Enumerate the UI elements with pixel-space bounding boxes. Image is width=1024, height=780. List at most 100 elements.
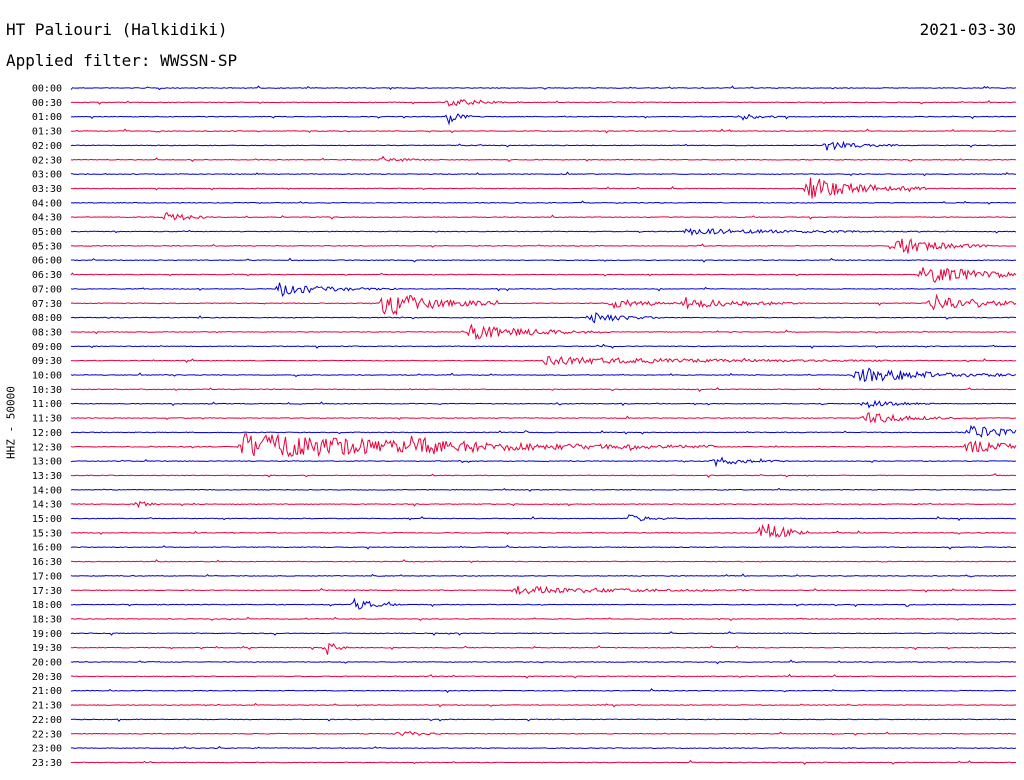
trace-row-1530 (70, 524, 1017, 539)
trace-row-0300 (70, 171, 1017, 177)
row-time-label: 12:30 (32, 442, 62, 453)
row-time-label: 19:00 (32, 629, 62, 640)
trace-row-2200 (70, 718, 1017, 722)
date-label: 2021-03-30 (919, 20, 1016, 39)
trace-row-2130 (70, 702, 1017, 708)
row-time-label: 17:00 (32, 571, 62, 582)
trace-row-0230 (70, 155, 1017, 163)
trace-row-2030 (70, 673, 1017, 679)
row-time-label: 06:30 (32, 270, 62, 281)
trace-row-0000 (70, 85, 1017, 91)
trace-row-1730 (70, 585, 1017, 595)
row-time-label: 06:00 (32, 256, 62, 267)
row-time-label: 13:00 (32, 457, 62, 468)
trace-row-1630 (70, 559, 1017, 564)
filter-label: Applied filter: WWSSN-SP (6, 51, 238, 70)
trace-row-1000 (70, 367, 1017, 383)
row-time-label: 01:30 (32, 127, 62, 138)
trace-row-1930 (70, 642, 1017, 655)
trace-row-2230 (71, 730, 1017, 737)
row-time-label: 05:30 (32, 241, 62, 252)
trace-row-0400 (70, 200, 1017, 205)
row-time-label: 19:30 (32, 643, 62, 654)
trace-row-1230 (70, 433, 1017, 458)
row-time-label: 14:00 (32, 485, 62, 496)
trace-row-1600 (70, 544, 1017, 550)
trace-row-2300 (70, 745, 1017, 750)
trace-row-1330 (70, 473, 1017, 478)
row-time-label: 04:30 (32, 213, 62, 224)
row-time-label: 15:30 (32, 528, 62, 539)
trace-row-0800 (70, 312, 1017, 324)
row-time-label: 15:00 (32, 514, 62, 525)
trace-row-0830 (70, 324, 1017, 341)
trace-row-0500 (70, 227, 1017, 237)
row-time-label: 03:30 (32, 184, 62, 195)
trace-row-1430 (70, 500, 1017, 509)
trace-row-1300 (70, 456, 1017, 468)
row-time-label: 23:00 (32, 744, 62, 755)
row-time-label: 07:00 (32, 284, 62, 295)
row-time-label: 01:00 (32, 112, 62, 123)
trace-row-1100 (70, 399, 1017, 409)
row-time-label: 16:30 (32, 557, 62, 568)
row-time-label: 02:00 (32, 141, 62, 152)
trace-row-0530 (70, 237, 1017, 254)
row-time-label: 07:30 (32, 299, 62, 310)
row-time-label: 22:30 (32, 729, 62, 740)
row-time-label: 21:30 (32, 701, 62, 712)
row-time-label: 04:00 (32, 198, 62, 209)
trace-row-1200 (70, 424, 1017, 438)
row-time-label: 23:30 (32, 758, 62, 769)
row-time-label: 10:00 (32, 371, 62, 382)
trace-row-0930 (70, 355, 1017, 366)
trace-row-1400 (70, 487, 1017, 492)
trace-row-0330 (70, 177, 1017, 199)
trace-row-0200 (70, 140, 1017, 151)
row-time-label: 02:30 (32, 155, 62, 166)
trace-row-1830 (70, 616, 1017, 622)
row-time-label: 08:30 (32, 327, 62, 338)
row-time-label: 11:00 (32, 399, 62, 410)
trace-row-1500 (70, 514, 1017, 522)
trace-row-0430 (70, 211, 1017, 221)
row-time-label: 08:00 (32, 313, 62, 324)
trace-row-0030 (70, 98, 1017, 107)
trace-row-1900 (70, 631, 1017, 636)
trace-row-1130 (70, 412, 1017, 424)
row-time-label: 00:30 (32, 98, 62, 109)
trace-row-2100 (70, 688, 1017, 694)
trace-row-0130 (70, 128, 1017, 134)
row-time-label: 09:00 (32, 342, 62, 353)
trace-row-1030 (70, 387, 1017, 392)
row-time-label: 16:00 (32, 543, 62, 554)
trace-row-0630 (70, 267, 1017, 283)
row-time-label: 05:00 (32, 227, 62, 238)
row-time-label: 14:30 (32, 500, 62, 511)
row-time-label: 18:30 (32, 614, 62, 625)
trace-row-2000 (70, 659, 1017, 665)
row-time-label: 20:30 (32, 672, 62, 683)
trace-row-0730 (70, 293, 1017, 316)
trace-row-0100 (70, 113, 1017, 126)
row-time-label: 11:30 (32, 414, 62, 425)
row-time-label: 10:30 (32, 385, 62, 396)
row-time-label: 09:30 (32, 356, 62, 367)
trace-row-1700 (70, 573, 1017, 578)
row-time-label: 20:00 (32, 658, 62, 669)
trace-row-0600 (70, 257, 1017, 263)
row-time-label: 03:00 (32, 170, 62, 181)
trace-row-0900 (70, 343, 1017, 349)
row-time-label: 17:30 (32, 586, 62, 597)
row-time-label: 21:00 (32, 686, 62, 697)
station-title: HT Paliouri (Halkidiki) (6, 20, 228, 39)
row-time-label: 13:30 (32, 471, 62, 482)
trace-row-0700 (70, 282, 1017, 297)
row-time-label: 18:00 (32, 600, 62, 611)
trace-row-2330 (70, 759, 1016, 765)
trace-row-1800 (70, 597, 1017, 610)
row-time-label: 12:00 (32, 428, 62, 439)
row-time-label: 22:00 (32, 715, 62, 726)
row-time-label: 00:00 (32, 84, 62, 95)
